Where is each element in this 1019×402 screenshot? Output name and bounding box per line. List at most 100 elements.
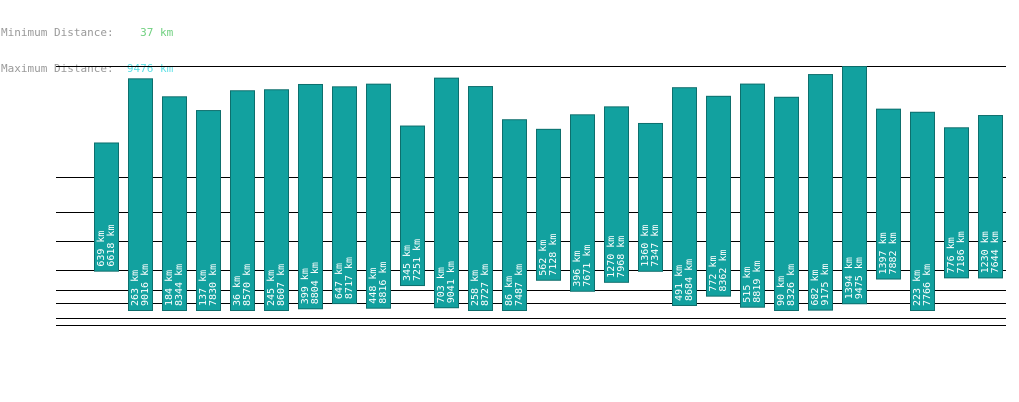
bar [876, 108, 901, 280]
bar-min-label: 263 km [130, 270, 141, 306]
bar-group: 396 km 7671 km [570, 114, 595, 292]
bar-group: 245 km 8607 km [264, 89, 289, 311]
bar-min-label: 491 km [674, 265, 685, 301]
bar-max-label: 7766 km [922, 264, 933, 306]
bar-min-label: 86 km [504, 276, 515, 306]
bar-max-label: 7671 km [582, 245, 593, 287]
bar-max-label: 9016 km [140, 264, 151, 306]
bar [468, 86, 493, 311]
bar-min-label: 772 km [708, 256, 719, 292]
bar-group: 776 km 7186 km [944, 127, 969, 279]
bar-group: 772 km 8362 km [706, 95, 731, 297]
bar [230, 90, 255, 312]
bar-max-label: 7347 km [650, 225, 661, 267]
bar-min-label: 1230 km [980, 231, 991, 273]
bar-max-label: 9175 km [820, 263, 831, 305]
bar-min-label: 184 km [164, 270, 175, 306]
bar-min-label: 1270 km [606, 236, 617, 278]
bar-max-label: 8344 km [174, 264, 185, 306]
bar-max-label: 7968 km [616, 236, 627, 278]
bar-min-label: 515 km [742, 267, 753, 303]
bar [332, 86, 357, 305]
bar-group: 515 km 8819 km [740, 83, 765, 308]
bar-min-label: 448 km [368, 268, 379, 304]
bar-min-label: 639 km [96, 231, 107, 267]
bar [706, 95, 731, 297]
min-distance-value: 37 km [140, 26, 174, 39]
bar [978, 115, 1003, 279]
bar-max-label: 7487 km [514, 264, 525, 306]
bar-group: 1397 km 7882 km [876, 108, 901, 280]
bar-group: 703 km 9041 km [434, 77, 459, 309]
max-distance-value: 9476 km [126, 62, 174, 75]
bar-max-label: 8362 km [718, 249, 729, 291]
bar [264, 89, 289, 311]
bar-min-label: 562 km [538, 240, 549, 276]
bar [672, 87, 697, 306]
bar [366, 83, 391, 309]
bar-max-label: 9475 km [854, 257, 865, 299]
bar [604, 106, 629, 283]
bar-max-label: 8570 km [242, 264, 253, 306]
bar-max-label: 8607 km [276, 264, 287, 306]
bar-min-label: 245 km [266, 270, 277, 306]
bar-min-label: 399 km [300, 268, 311, 304]
bar-group: 1270 km 7968 km [604, 106, 629, 283]
bar-group: 137 km 7830 km [196, 110, 221, 311]
bar-group: 184 km 8344 km [162, 96, 187, 312]
bar-max-label: 8819 km [752, 261, 763, 303]
bar-group: 639 km 6618 km [94, 142, 119, 272]
bar-min-label: 1394 km [844, 257, 855, 299]
bar-min-label: 396 km [572, 251, 583, 287]
bar-group: 682 km 9175 km [808, 74, 833, 311]
max-distance-label: Maximum Distance: [1, 62, 114, 75]
bar-min-label: 90 km [776, 276, 787, 306]
bar-max-label: 7882 km [888, 232, 899, 274]
bar [400, 125, 425, 287]
bar [162, 96, 187, 312]
bar-min-label: 776 km [946, 237, 957, 273]
bar-max-label: 8804 km [310, 262, 321, 304]
bar-max-label: 7830 km [208, 264, 219, 306]
bar [94, 142, 119, 272]
bar-group: 258 km 8727 km [468, 86, 493, 311]
bar-group: 448 km 8816 km [366, 83, 391, 309]
bar-min-label: 137 km [198, 270, 209, 306]
bar-group: 491 km 8684 km [672, 87, 697, 306]
bar [740, 83, 765, 308]
bar-min-label: 345 km [402, 245, 413, 281]
bar-max-label: 7251 km [412, 239, 423, 281]
bar-group: 223 km 7766 km [910, 111, 935, 311]
bar [298, 83, 323, 310]
bar-group: 399 km 8804 km [298, 83, 323, 310]
bar-group: 345 km 7251 km [400, 125, 425, 287]
bar-max-label: 9041 km [446, 261, 457, 303]
bar [910, 111, 935, 311]
bar-min-label: 36 km [232, 276, 243, 306]
bar-max-label: 7644 km [990, 231, 1001, 273]
bar-group: 263 km 9016 km [128, 78, 153, 311]
bar [502, 119, 527, 311]
bar [944, 127, 969, 279]
bar [638, 122, 663, 272]
bar-min-label: 223 km [912, 270, 923, 306]
min-distance-label: Minimum Distance: [1, 26, 114, 39]
bar [128, 78, 153, 311]
bar-min-label: 682 km [810, 270, 821, 306]
bar-group: 1360 km 7347 km [638, 122, 663, 272]
bar-group: 90 km 8326 km [774, 96, 799, 311]
bar-max-label: 7128 km [548, 234, 559, 276]
max-distance-row: Maximum Distance: 9476 km [1, 63, 173, 75]
bar-min-label: 647 km [334, 263, 345, 299]
bar-group: 36 km 8570 km [230, 90, 255, 312]
bar [196, 110, 221, 311]
bar [842, 66, 867, 305]
bar-group: 1394 km 9475 km [842, 66, 867, 305]
bar-max-label: 8717 km [344, 257, 355, 299]
bar [536, 128, 561, 281]
bar-max-label: 8684 km [684, 259, 695, 301]
bar [808, 74, 833, 311]
bar-min-label: 1397 km [878, 232, 889, 274]
